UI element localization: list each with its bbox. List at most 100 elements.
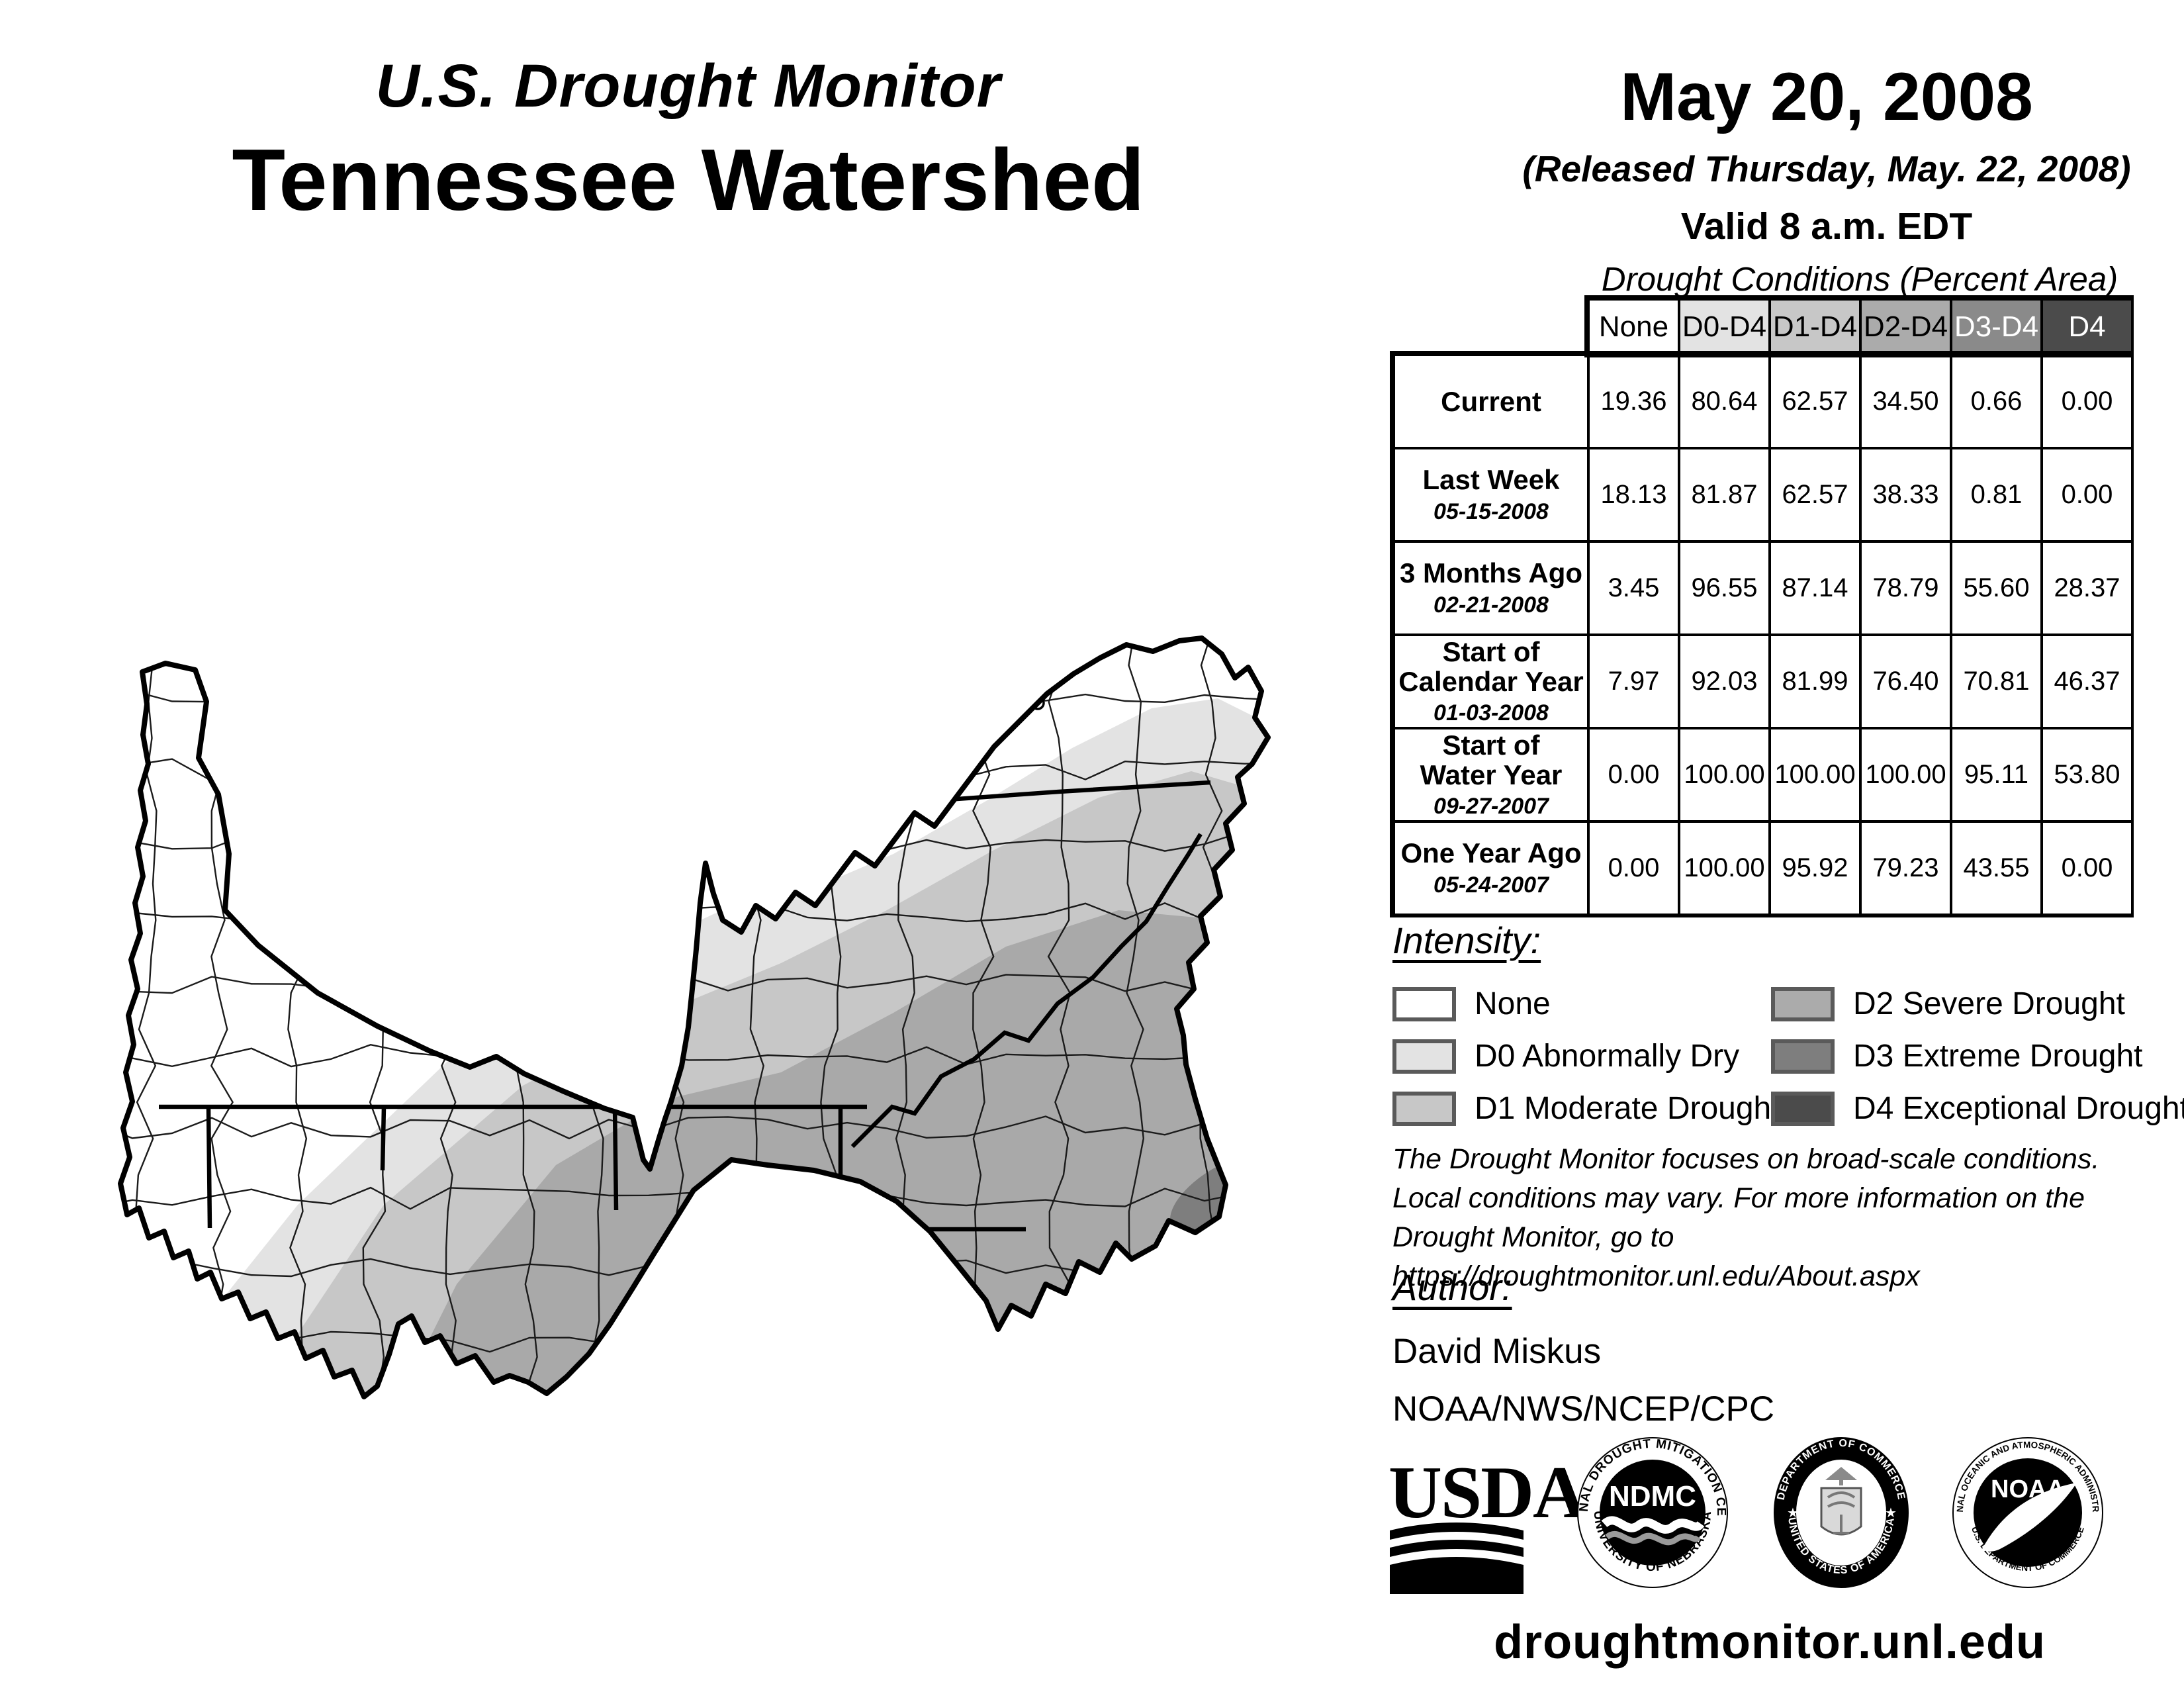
cell-value: 53.80	[2040, 727, 2134, 823]
table-row: 3 Months Ago 02-21-2008 3.45 96.55 87.14…	[1392, 540, 2134, 636]
cell-value: 81.99	[1768, 633, 1862, 729]
cell-value: 95.92	[1768, 820, 1862, 916]
cell-value: 0.00	[2040, 447, 2134, 543]
d1-swatch	[1392, 1091, 1456, 1126]
legend-label: None	[1475, 986, 1551, 1021]
cell-value: 100.00	[1859, 727, 1952, 823]
legend-item-none: None	[1392, 986, 1551, 1022]
cell-value: 92.03	[1678, 633, 1771, 729]
cell-value: 3.45	[1587, 540, 1680, 636]
row-date: 05-15-2008	[1433, 498, 1549, 524]
disclaimer-line: The Drought Monitor focuses on broad-sca…	[1392, 1143, 2100, 1175]
cell-value: 96.55	[1678, 540, 1771, 636]
row-date: 09-27-2007	[1433, 794, 1549, 820]
legend-label: D2 Severe Drought	[1853, 986, 2125, 1021]
table-corner-blank	[1394, 299, 1588, 355]
disclaimer-line: Drought Monitor, go to https://droughtmo…	[1392, 1221, 1920, 1292]
site-url: droughtmonitor.unl.edu	[1494, 1616, 2046, 1669]
author-block: Author: David Miskus NOAA/NWS/NCEP/CPC	[1392, 1266, 2054, 1429]
date-block: May 20, 2008 (Released Thursday, May. 22…	[1456, 58, 2184, 248]
cell-value: 43.55	[1950, 820, 2043, 916]
legend-item-d3: D3 Extreme Drought	[1771, 1038, 2143, 1074]
d2-swatch	[1771, 986, 1835, 1021]
page-title: Tennessee Watershed	[232, 131, 1145, 228]
cell-value: 100.00	[1678, 727, 1771, 823]
cell-value: 18.13	[1587, 447, 1680, 543]
cell-value: 81.87	[1678, 447, 1771, 543]
ndmc-wordmark: NDMC	[1609, 1480, 1696, 1513]
table-title: Drought Conditions (Percent Area)	[1601, 260, 2118, 298]
cell-value: 19.36	[1587, 353, 1680, 449]
col-header-d1d4: D1-D4	[1768, 298, 1862, 356]
cell-value: 0.00	[2040, 820, 2134, 916]
release-date: (Released Thursday, May. 22, 2008)	[1522, 148, 2131, 189]
legend-label: D1 Moderate Drought	[1475, 1091, 1780, 1126]
cell-value: 80.64	[1678, 353, 1771, 449]
cell-value: 100.00	[1768, 727, 1862, 823]
valid-time: Valid 8 a.m. EDT	[1680, 205, 1973, 248]
legend-title: Intensity:	[1392, 919, 1541, 961]
legend-label: D4 Exceptional Drought	[1853, 1091, 2184, 1126]
table-row: Start of Calendar Year 01-03-2008 7.97 9…	[1392, 633, 2134, 729]
cell-value: 76.40	[1859, 633, 1952, 729]
cell-value: 87.14	[1768, 540, 1862, 636]
col-header-d4: D4	[2040, 298, 2134, 356]
legend-item-d0: D0 Abnormally Dry	[1392, 1038, 1739, 1074]
doc-eagle	[1825, 1467, 1857, 1480]
cell-value: 78.79	[1859, 540, 1952, 636]
legend-item-d1: D1 Moderate Drought	[1392, 1090, 1780, 1127]
col-header-d2d4: D2-D4	[1859, 298, 1952, 356]
cell-value: 0.66	[1950, 353, 2043, 449]
noaa-seagull	[1982, 1483, 2077, 1552]
table-row: One Year Ago 05-24-2007 0.00 100.00 95.9…	[1392, 820, 2134, 916]
legend-item-d2: D2 Severe Drought	[1771, 986, 2125, 1022]
logo-strip: USDA NATIONAL DROUGHT MITIGATION CENTER …	[1377, 1423, 2103, 1594]
row-label: Start of Water Year	[1420, 729, 1563, 790]
none-swatch	[1392, 986, 1456, 1021]
usda-wordmark: USDA	[1388, 1452, 1586, 1534]
cell-value: 0.00	[2040, 353, 2134, 449]
cell-value: 95.11	[1950, 727, 2043, 823]
doc-star-left: ★	[1787, 1506, 1799, 1521]
intensity-legend: Intensity: None D0 Abnormally Dry D1 Mod…	[1392, 919, 2184, 1158]
cell-value: 55.60	[1950, 540, 2043, 636]
row-label: One Year Ago	[1400, 837, 1582, 869]
map-date: May 20, 2008	[1620, 59, 2033, 134]
table-row: Last Week 05-15-2008 18.13 81.87 62.57 3…	[1392, 447, 2134, 543]
row-date: 02-21-2008	[1433, 592, 1549, 618]
d4-swatch	[1771, 1091, 1835, 1126]
d3-swatch	[1771, 1039, 1835, 1074]
cell-value: 70.81	[1950, 633, 2043, 729]
cell-value: 62.57	[1768, 447, 1862, 543]
cell-value: 28.37	[2040, 540, 2134, 636]
col-header-d3d4: D3-D4	[1950, 298, 2043, 356]
author-title: Author:	[1392, 1266, 1512, 1308]
legend-label: D0 Abnormally Dry	[1475, 1039, 1740, 1074]
cell-value: 0.00	[1587, 820, 1680, 916]
cell-value: 38.33	[1859, 447, 1952, 543]
table-row: Start of Water Year 09-27-2007 0.00 100.…	[1392, 727, 2134, 823]
row-label: Start of Calendar Year	[1398, 635, 1584, 697]
usda-logo: USDA	[1388, 1452, 1588, 1594]
col-header-d0d4: D0-D4	[1678, 298, 1771, 356]
cell-value: 100.00	[1678, 820, 1771, 916]
cell-value: 62.57	[1768, 353, 1862, 449]
watershed-outline	[118, 635, 1271, 1399]
doc-star-right: ★	[1885, 1506, 1897, 1521]
cell-value: 7.97	[1587, 633, 1680, 729]
drought-conditions-table: None D0-D4 D1-D4 D2-D4 D3-D4 D4 Current …	[1390, 295, 2135, 917]
row-label: 3 Months Ago	[1399, 557, 1583, 589]
col-header-none: None	[1587, 298, 1680, 356]
cell-value: 46.37	[2040, 633, 2134, 729]
state-boundaries	[159, 780, 1211, 1232]
cell-value: 0.00	[1587, 727, 1680, 823]
watershed-map	[118, 635, 1271, 1399]
row-label: Current	[1441, 385, 1541, 417]
program-title: U.S. Drought Monitor	[375, 52, 1001, 120]
author-name: David Miskus	[1392, 1332, 1602, 1371]
d0-swatch	[1392, 1039, 1456, 1074]
legend-label: D3 Extreme Drought	[1853, 1039, 2143, 1074]
commerce-seal-logo: DEPARTMENT OF COMMERCE UNITED STATES OF …	[1774, 1437, 1909, 1588]
author-org: NOAA/NWS/NCEP/CPC	[1392, 1389, 1775, 1429]
cell-value: 79.23	[1859, 820, 1952, 916]
